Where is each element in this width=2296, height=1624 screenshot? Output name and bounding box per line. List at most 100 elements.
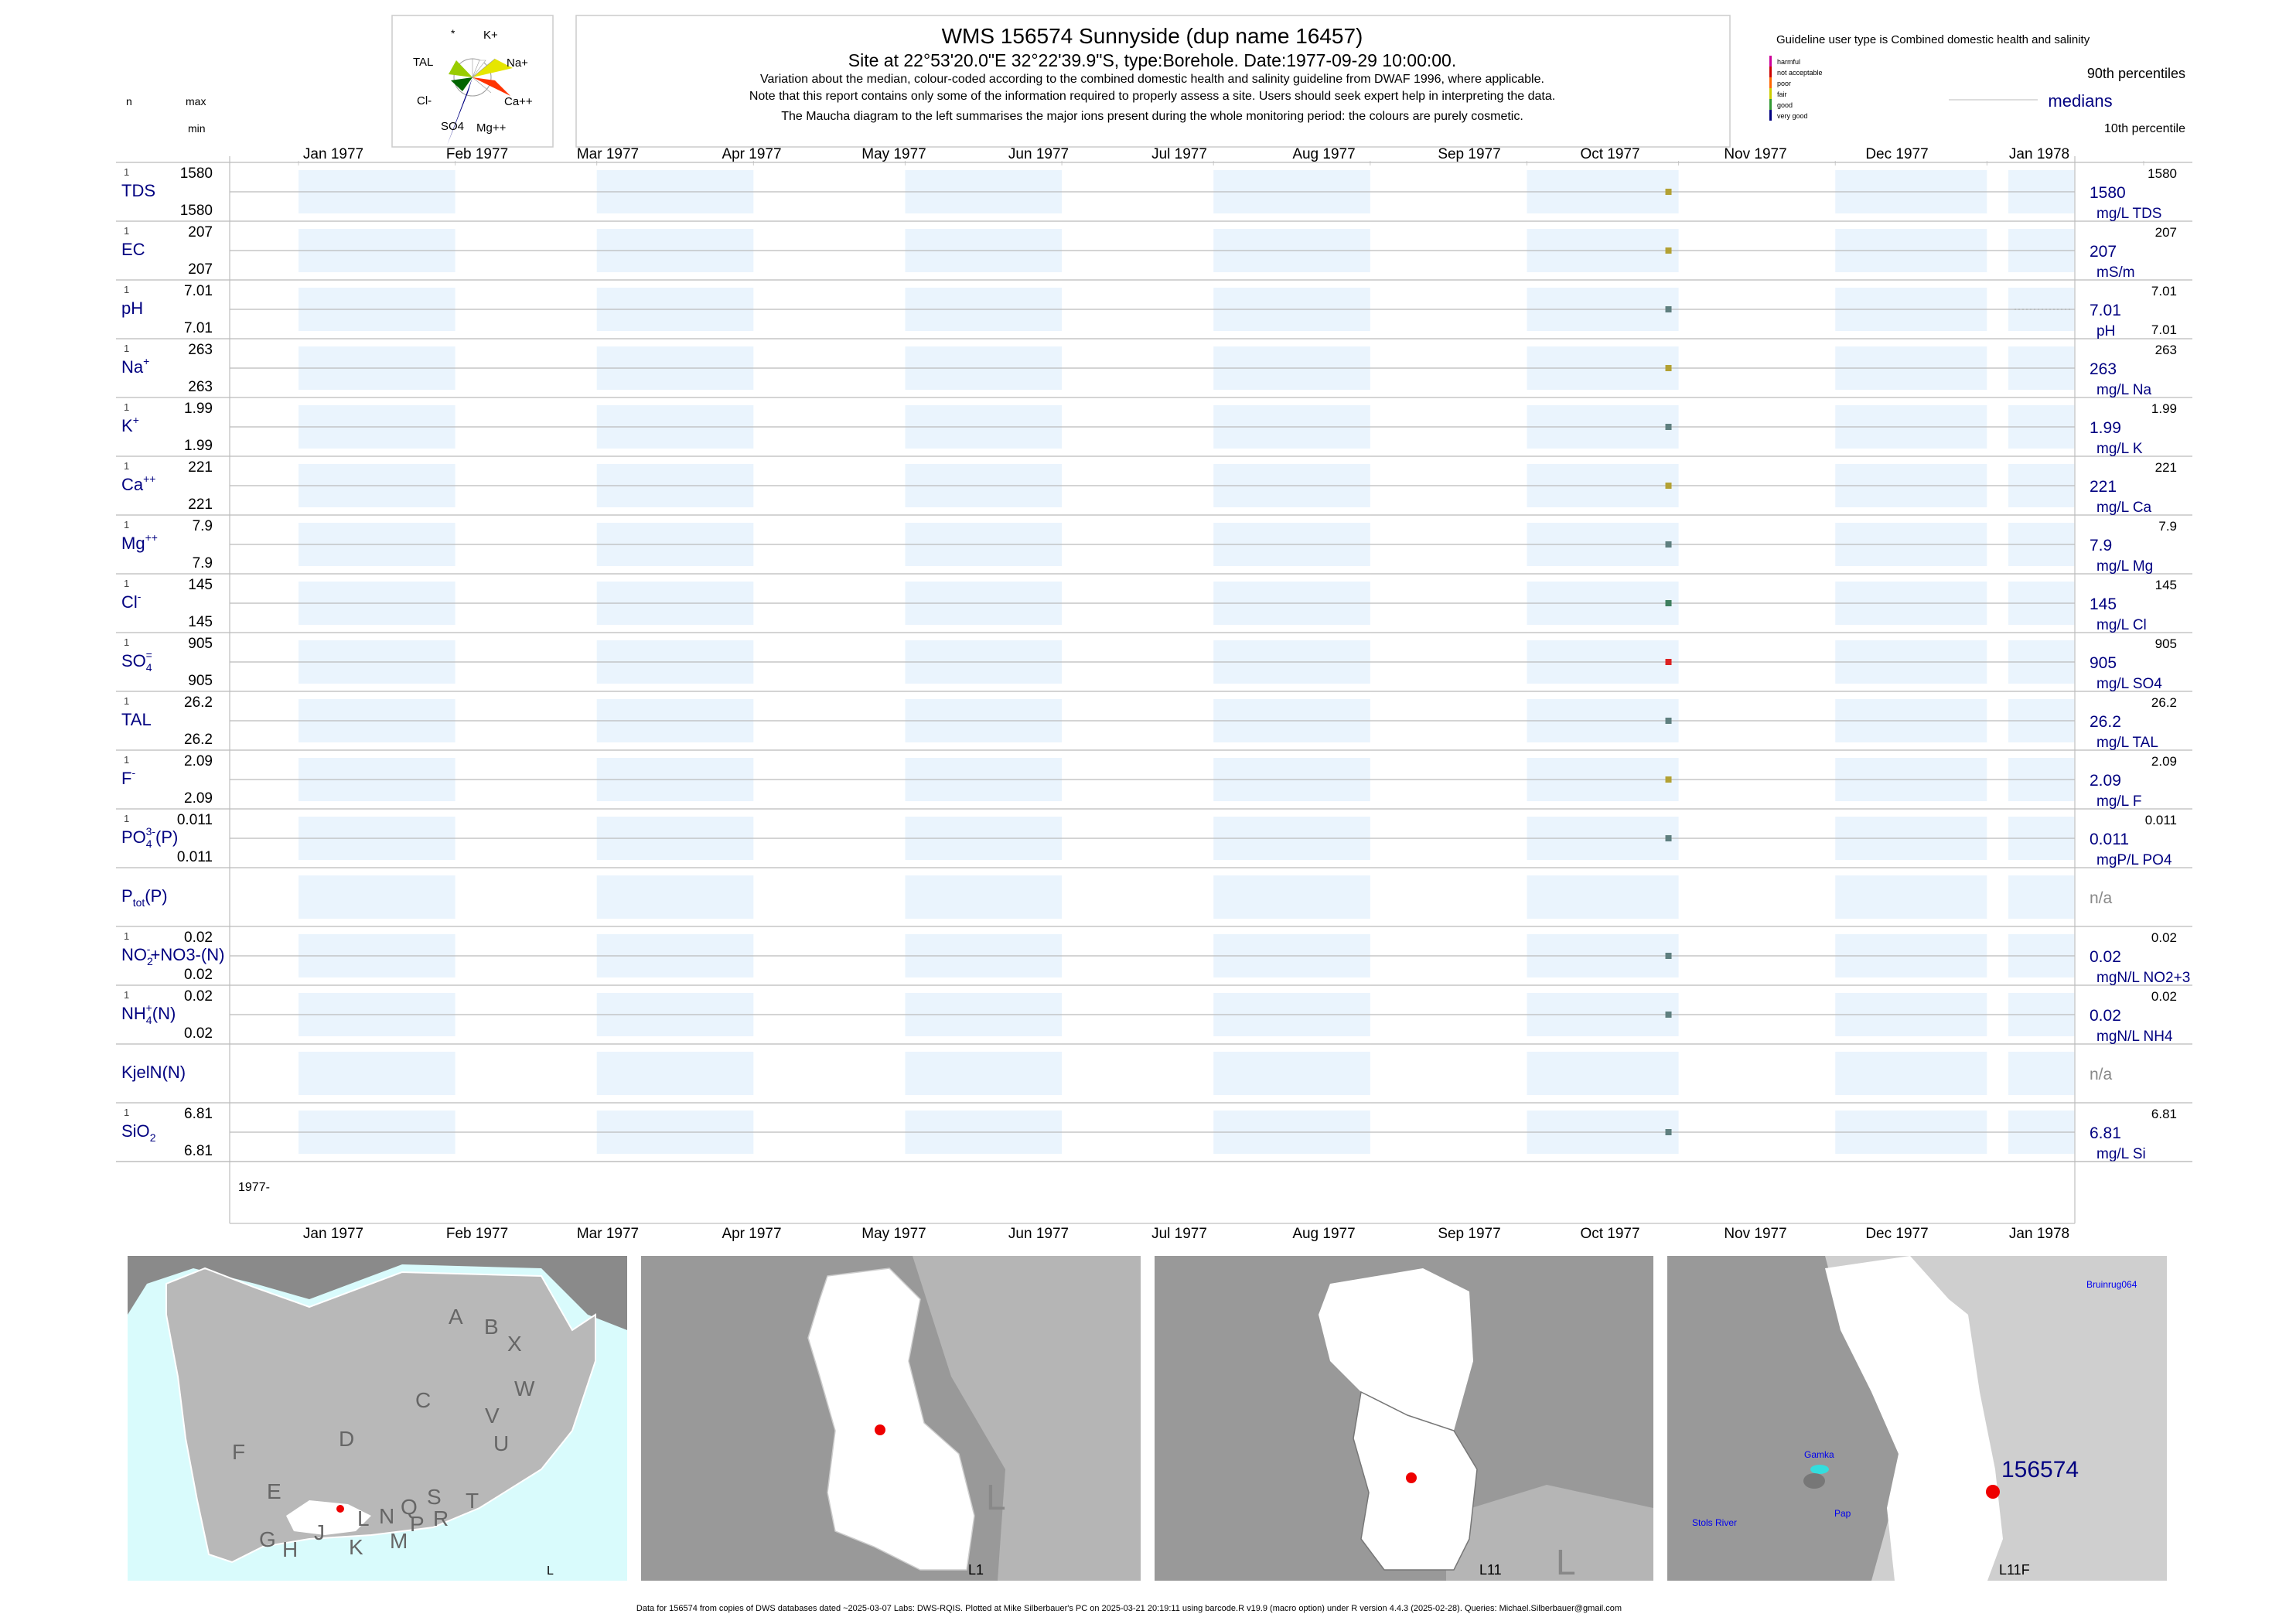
maucha-na-label: Na+ <box>507 56 528 70</box>
param-label: PO43-(P) <box>121 825 178 850</box>
map-l1: L L1 <box>641 1256 1141 1581</box>
map4-gamka-dam <box>1810 1465 1829 1474</box>
month-label-bottom: Oct 1977 <box>1580 1226 1639 1242</box>
row-max: 6.81 <box>184 1106 213 1122</box>
legend-class-bar <box>1769 67 1772 77</box>
month-band <box>1213 875 1370 919</box>
footer-text: Data for 156574 from copies of DWS datab… <box>636 1604 1622 1613</box>
param-label: Ca++ <box>121 473 155 494</box>
row-unit: mg/L K <box>2096 441 2143 457</box>
month-band <box>1527 1052 1679 1095</box>
row-min: 26.2 <box>184 732 213 748</box>
row-p90: 145 <box>2155 578 2177 592</box>
param-label: Mg++ <box>121 531 158 553</box>
map1-catchment <box>286 1500 371 1535</box>
month-band <box>1213 1052 1370 1095</box>
map4-label: L11F <box>1999 1562 2030 1578</box>
row-unit: mgN/L NH4 <box>2096 1029 2173 1045</box>
row-max: 7.01 <box>184 283 213 299</box>
row-unit: mg/L Mg <box>2096 558 2153 575</box>
param-label: NO2-+NO3-(N) <box>121 943 224 967</box>
month-label-top: Jun 1977 <box>1008 146 1069 162</box>
month-label-bottom: Nov 1977 <box>1724 1226 1786 1242</box>
max-header: max <box>186 95 206 107</box>
map1-neighbours <box>128 1256 627 1330</box>
maucha-k-label: K+ <box>483 29 498 42</box>
map2-big-letter: L <box>986 1477 1006 1517</box>
map2-catchment <box>807 1267 975 1571</box>
map1-region-letter: E <box>267 1479 281 1503</box>
param-sub: 2 <box>147 955 153 967</box>
row-max: 1580 <box>180 165 213 182</box>
note-line-1: Variation about the median, colour-coded… <box>760 73 1544 86</box>
row-n: 1 <box>124 695 129 707</box>
map4-place-bruinrug: Bruinrug064 <box>2086 1279 2137 1290</box>
map4-site-label: 156574 <box>2001 1457 2079 1482</box>
row-max: 905 <box>188 636 213 652</box>
row-n: 1 <box>124 754 129 766</box>
maucha-na-wedge <box>473 59 513 77</box>
page-subtitle: Site at 22°53'20.0"E 32°22'39.9"S, type:… <box>848 50 1456 70</box>
page-title: WMS 156574 Sunnyside (dup name 16457) <box>942 24 1363 48</box>
maucha-diagram: * K+ Na+ Ca++ Mg++ SO4 Cl- TAL <box>413 27 533 145</box>
month-band <box>1835 875 1987 919</box>
row-p90: 0.02 <box>2151 989 2177 1004</box>
param-name: TAL <box>121 710 152 729</box>
maucha-tal-label: TAL <box>413 56 433 69</box>
maucha-box <box>391 15 554 148</box>
map1-region-letter: B <box>484 1315 499 1339</box>
row-n: 1 <box>124 636 129 648</box>
row-na: n/a <box>2090 1066 2113 1083</box>
row-median-value: 0.011 <box>2090 831 2129 848</box>
row-p90: 207 <box>2155 225 2177 240</box>
param-label: SiO2 <box>121 1121 156 1144</box>
month-label-top: May 1977 <box>861 146 926 162</box>
map1-region-letter: D <box>339 1427 354 1451</box>
month-band <box>1527 875 1679 919</box>
map1-region-letter: V <box>485 1404 500 1428</box>
map1-region-letter: R <box>433 1506 449 1530</box>
param-label: Na+ <box>121 355 149 377</box>
row-n: 1 <box>124 460 129 472</box>
row-median-value: 7.01 <box>2090 302 2121 319</box>
row-max: 26.2 <box>184 694 213 711</box>
legend-title: Guideline user type is Combined domestic… <box>1776 33 2090 46</box>
sample-marker <box>1665 1012 1672 1018</box>
map1-region-letter: K <box>349 1535 363 1559</box>
map1-label: L <box>547 1564 554 1578</box>
map1-region-letter: J <box>314 1520 325 1544</box>
sample-marker <box>1665 189 1672 195</box>
row-unit: pH <box>2096 323 2115 339</box>
map1-region-letter: Q <box>401 1495 418 1519</box>
row-n: 1 <box>124 813 129 824</box>
param-label: EC <box>121 240 145 259</box>
maucha-axis <box>472 77 492 94</box>
month-label-bottom: Aug 1977 <box>1292 1226 1355 1242</box>
param-name: NO <box>121 945 147 964</box>
map1-region-letter: X <box>507 1332 522 1356</box>
sample-marker <box>1665 247 1672 254</box>
maucha-cl-wedge <box>451 77 473 91</box>
row-min: 0.011 <box>177 849 213 865</box>
row-p10: 7.01 <box>2151 322 2177 337</box>
legend-class-label: poor <box>1777 80 1791 87</box>
param-label: NH4+(N) <box>121 1001 176 1026</box>
row-unit: mg/L Cl <box>2096 617 2147 633</box>
map2-site-dot <box>875 1424 885 1435</box>
plot-area: Jan 1977 Jan 1977 Feb 1977 Feb 1977 Mar 1977… <box>116 146 2192 1242</box>
row-min: 263 <box>188 379 213 395</box>
map1-region-letter: F <box>232 1440 245 1464</box>
month-band <box>596 1052 754 1095</box>
maucha-tal-wedge <box>449 60 473 77</box>
month-band <box>596 875 754 919</box>
month-label-bottom: May 1977 <box>861 1226 926 1242</box>
legend-class-label: very good <box>1777 112 1808 120</box>
row-p90: 0.02 <box>2151 930 2177 945</box>
row-max: 207 <box>188 224 213 241</box>
row-unit: mg/L F <box>2096 793 2141 810</box>
param-suffix: (P) <box>155 827 178 847</box>
row-p90: 263 <box>2155 343 2177 357</box>
map2-neighbour <box>913 1256 1141 1581</box>
